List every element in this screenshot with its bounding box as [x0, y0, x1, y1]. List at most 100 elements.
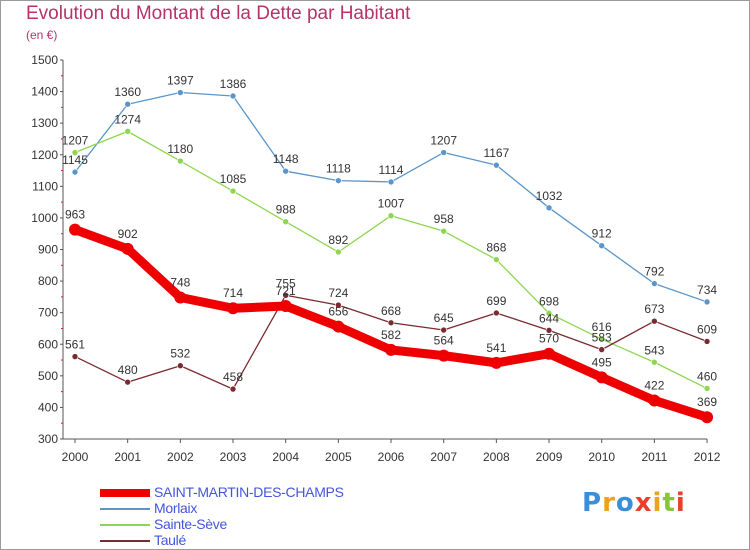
y-tick-label: 1400	[31, 85, 58, 99]
data-label: 1167	[483, 146, 509, 160]
data-point	[703, 338, 711, 345]
x-tick-label: 2003	[220, 450, 247, 464]
legend-label: Sainte-Sève	[154, 516, 227, 532]
data-point	[440, 149, 447, 156]
data-label: 988	[276, 203, 296, 217]
data-label: 724	[328, 286, 348, 300]
logo-letter: i	[652, 488, 663, 518]
data-label: 369	[697, 395, 717, 409]
y-tick-label: 1300	[31, 116, 58, 130]
data-label: 698	[539, 294, 559, 308]
data-label: 1007	[378, 197, 405, 211]
x-tick-label: 2011	[641, 450, 667, 464]
data-point	[651, 317, 658, 325]
data-point	[282, 291, 289, 299]
x-tick-label: 2007	[430, 450, 457, 464]
chart-subtitle: (en €)	[26, 28, 58, 42]
data-label: 963	[65, 208, 85, 222]
data-label: 543	[644, 343, 664, 357]
logo-letter: P	[582, 488, 603, 518]
y-tick-label: 1200	[31, 148, 58, 162]
data-point	[440, 326, 447, 334]
data-label: 564	[434, 334, 454, 348]
x-tick-label: 2006	[378, 450, 405, 464]
data-point	[332, 320, 345, 333]
data-point	[229, 92, 237, 100]
legend-swatch	[100, 508, 150, 510]
y-tick-label: 800	[38, 274, 58, 288]
data-point	[651, 280, 658, 287]
y-tick-label: 400	[38, 400, 58, 414]
data-point	[543, 347, 556, 360]
data-point	[595, 371, 608, 384]
data-point	[124, 100, 131, 108]
data-label: 1386	[220, 77, 247, 91]
data-label: 958	[434, 212, 454, 226]
data-label: 748	[170, 276, 190, 290]
data-label: 1274	[114, 112, 141, 126]
data-point	[282, 218, 289, 226]
x-tick-label: 2008	[483, 450, 510, 464]
chart-title: Evolution du Montant de la Dette par Hab…	[26, 3, 411, 24]
legend-label: Taulé	[154, 532, 186, 548]
data-label: 699	[486, 294, 506, 308]
data-label: 541	[486, 341, 506, 355]
data-label: 1397	[167, 74, 194, 88]
legend: SAINT-MARTIN-DES-CHAMPS Morlaix Sainte-S…	[100, 484, 420, 549]
legend-item-taule: Taulé	[100, 532, 420, 549]
legend-swatch	[100, 540, 150, 542]
y-tick-label: 900	[38, 243, 58, 257]
data-point	[335, 301, 342, 309]
legend-swatch	[100, 524, 150, 526]
data-point	[703, 385, 711, 392]
data-point	[387, 319, 395, 327]
data-point	[493, 309, 500, 317]
x-tick-label: 2012	[694, 450, 721, 464]
x-tick-label: 2000	[62, 450, 89, 464]
data-label: 561	[65, 338, 85, 352]
data-label: 714	[223, 286, 243, 300]
data-label: 532	[170, 347, 190, 361]
data-point	[545, 309, 553, 317]
data-label: 721	[276, 284, 296, 298]
data-point	[71, 149, 79, 156]
data-label: 1118	[326, 162, 351, 176]
data-point	[703, 298, 711, 306]
data-point	[229, 385, 237, 393]
data-label: 656	[328, 305, 348, 319]
data-point	[71, 168, 79, 176]
data-label: 422	[644, 378, 664, 392]
data-label: 1207	[62, 134, 89, 148]
data-point	[177, 89, 184, 96]
data-label: 668	[381, 304, 401, 318]
data-point	[335, 248, 342, 256]
proxiti-logo: Proxiti	[582, 488, 686, 518]
y-tick-label: 1500	[31, 53, 58, 67]
data-label: 583	[592, 331, 612, 345]
data-point	[701, 411, 714, 424]
y-tick-label: 1000	[31, 211, 58, 225]
data-point	[437, 349, 450, 362]
data-point	[545, 327, 553, 334]
data-point	[124, 128, 131, 135]
data-label: 892	[328, 233, 348, 247]
data-point	[227, 302, 240, 315]
x-tick-label: 2010	[588, 450, 615, 464]
logo-letter: o	[615, 488, 635, 518]
data-point	[598, 346, 606, 353]
y-tick-label: 500	[38, 369, 58, 383]
data-label: 673	[644, 302, 664, 316]
data-point	[648, 394, 661, 407]
data-point	[493, 256, 500, 263]
data-point	[493, 161, 500, 169]
x-tick-label: 2004	[272, 450, 299, 464]
data-point	[387, 212, 395, 220]
data-label: 868	[486, 241, 506, 255]
data-label: 1207	[430, 134, 457, 148]
data-point	[279, 300, 292, 313]
data-point	[282, 167, 289, 175]
data-label: 1114	[379, 163, 404, 177]
legend-item-morlaix: Morlaix	[100, 500, 420, 517]
data-label: 458	[223, 370, 243, 384]
